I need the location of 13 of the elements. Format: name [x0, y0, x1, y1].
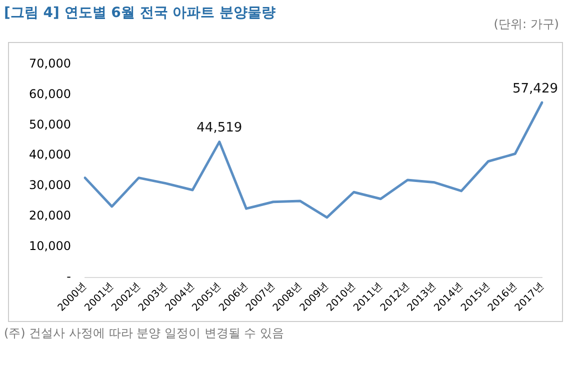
y-tick-label: 70,000: [28, 56, 71, 70]
chart-subtitle: (단위: 가구): [494, 16, 559, 33]
y-tick-label: 60,000: [28, 86, 71, 101]
y-tick-label: -: [66, 270, 71, 284]
y-tick-label: 20,000: [28, 208, 71, 223]
chart-title: [그림 4] 연도별 6월 전국 아파트 분양물량: [4, 4, 276, 22]
data-label: 44,519: [196, 120, 242, 136]
y-tick-label: 30,000: [28, 178, 71, 192]
data-label: 57,429: [512, 81, 558, 96]
y-tick-label: 40,000: [28, 148, 71, 162]
text: (주) 건설사 사정에 따라 분양 일정이 변경될 수 있음: [4, 325, 284, 342]
y-tick-label: 50,000: [28, 117, 71, 132]
y-tick-label: 10,000: [28, 239, 71, 254]
